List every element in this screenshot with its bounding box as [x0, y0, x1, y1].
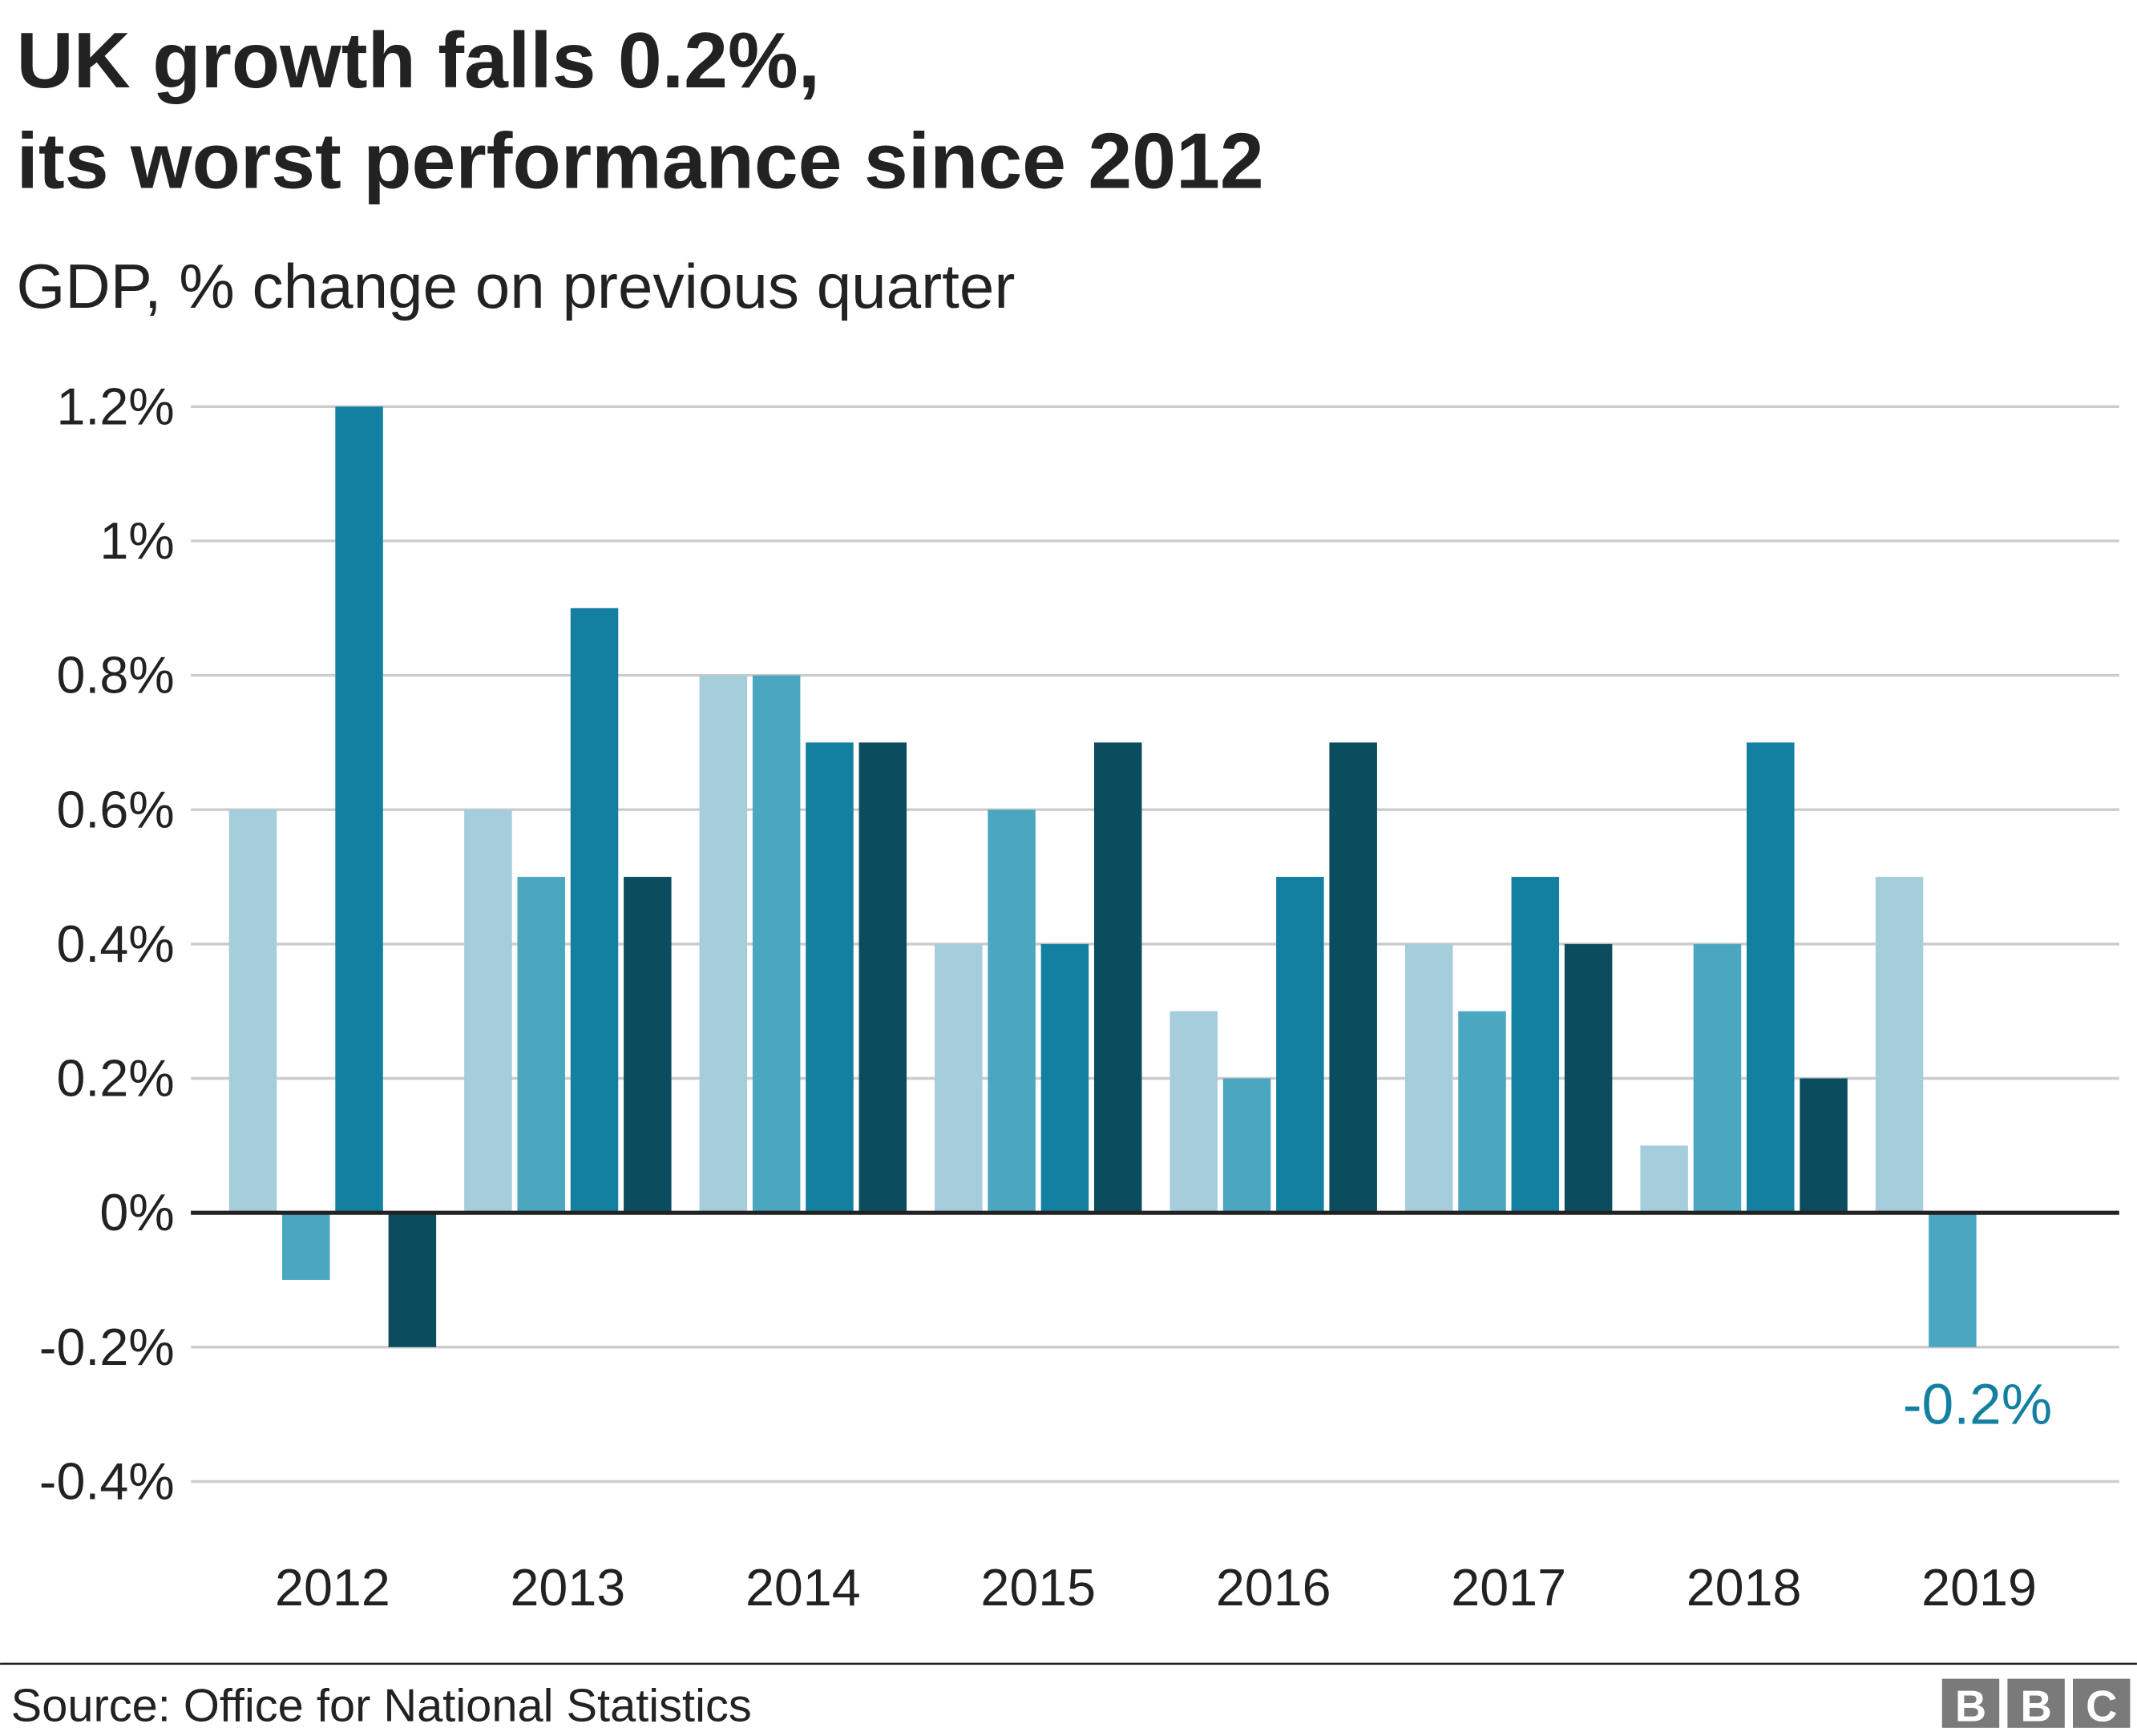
y-axis-ticks: 1.2% 1% 0.8% 0.6% 0.4% 0.2% 0% -0.2% -0.4% — [39, 377, 175, 1510]
bar-2013-q2 — [517, 877, 565, 1213]
bar-2015-q2 — [988, 809, 1036, 1213]
source-note: Source: Office for National Statistics — [11, 1680, 752, 1731]
y-tick-label: 0% — [99, 1184, 174, 1241]
bar-2013-q4 — [624, 877, 672, 1213]
bar-2013-q1 — [464, 809, 512, 1213]
bar-2014-q4 — [858, 742, 907, 1213]
bar-2016-q1 — [1169, 1011, 1218, 1213]
x-tick-label: 2015 — [980, 1559, 1096, 1617]
bar-2016-q2 — [1222, 1078, 1271, 1213]
y-tick-label: 0.8% — [56, 647, 174, 704]
x-tick-label: 2019 — [1921, 1559, 2037, 1617]
bbc-logo-letter: C — [2086, 1681, 2117, 1730]
x-tick-label: 2018 — [1687, 1559, 1802, 1617]
bar-2014-q3 — [806, 742, 854, 1213]
annotation-label: -0.2% — [1903, 1373, 2053, 1437]
bbc-logo-block — [1941, 1678, 2000, 1728]
chart-subtitle: GDP, % change on previous quarter — [16, 251, 1015, 321]
x-tick-label: 2016 — [1216, 1559, 1331, 1617]
bar-2016-q4 — [1329, 742, 1377, 1213]
bar-2018-q3 — [1746, 742, 1795, 1213]
bar-2012-q4 — [388, 1213, 437, 1347]
bar-2014-q1 — [699, 675, 748, 1213]
bar-2017-q1 — [1404, 943, 1453, 1213]
bar-2019-q2 — [1929, 1213, 1977, 1347]
bar-2012-q1 — [228, 809, 277, 1213]
bar-2012-q3 — [335, 406, 383, 1213]
bar-2014-q2 — [752, 675, 801, 1213]
x-tick-label: 2017 — [1451, 1559, 1566, 1617]
x-tick-label: 2012 — [275, 1559, 390, 1617]
chart-title-line2: its worst performance since 2012 — [16, 117, 1263, 205]
bar-2015-q1 — [935, 943, 983, 1213]
bar-2018-q4 — [1800, 1078, 1848, 1213]
bar-2017-q3 — [1511, 877, 1560, 1213]
bar-2017-q2 — [1458, 1011, 1506, 1213]
bbc-logo-block — [2007, 1678, 2065, 1728]
bar-2018-q1 — [1640, 1145, 1688, 1213]
bar-2012-q2 — [282, 1213, 330, 1280]
bars — [228, 406, 1977, 1347]
y-tick-label: 1.2% — [56, 377, 174, 435]
bar-2016-q3 — [1276, 877, 1324, 1213]
bar-2015-q3 — [1040, 943, 1089, 1213]
bar-2018-q2 — [1693, 943, 1742, 1213]
y-tick-label: -0.2% — [39, 1318, 175, 1376]
y-tick-label: 0.4% — [56, 915, 174, 973]
chart-title-line1: UK growth falls 0.2%, — [16, 16, 820, 104]
bar-2019-q1 — [1875, 877, 1924, 1213]
x-axis-ticks: 2012 2013 2014 2015 2016 2017 2018 2019 — [275, 1559, 2037, 1617]
y-tick-label: 1% — [99, 512, 174, 570]
y-tick-label: -0.4% — [39, 1453, 175, 1511]
bar-2015-q4 — [1093, 742, 1142, 1213]
x-tick-label: 2014 — [745, 1559, 861, 1617]
bar-2013-q3 — [570, 608, 619, 1213]
bbc-logo-letter: B — [1955, 1681, 1986, 1730]
y-tick-label: 0.6% — [56, 781, 174, 838]
y-tick-label: 0.2% — [56, 1050, 174, 1108]
gridlines — [191, 405, 2119, 1484]
bbc-logo-letter: B — [2020, 1681, 2051, 1730]
bar-2017-q4 — [1564, 943, 1613, 1213]
x-tick-label: 2013 — [511, 1559, 626, 1617]
bbc-logo-block — [2073, 1678, 2131, 1728]
